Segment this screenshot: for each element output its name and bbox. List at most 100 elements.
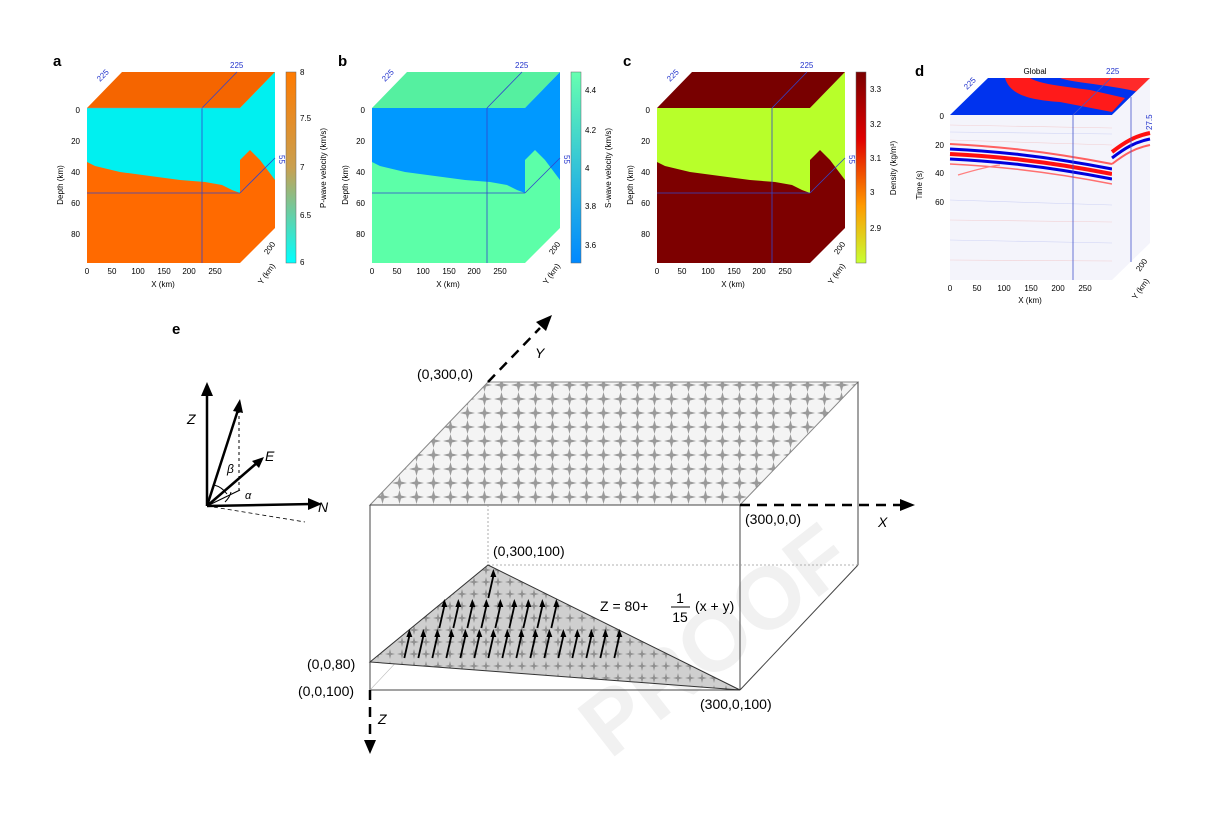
orientation-inset bbox=[201, 382, 322, 523]
x-tick: 100 bbox=[131, 267, 145, 276]
y-tick: 20 bbox=[356, 137, 365, 146]
side-axis-label: Y (km) bbox=[826, 262, 847, 287]
colorbar-tick: 3.8 bbox=[585, 202, 597, 211]
y-tick: 20 bbox=[641, 137, 650, 146]
x-tick: 0 bbox=[655, 267, 660, 276]
side-tick: 200 bbox=[262, 240, 277, 257]
side-upper bbox=[240, 72, 275, 180]
slice-label: 55 bbox=[562, 155, 571, 164]
surface-top-face bbox=[368, 381, 860, 506]
slip-vector-head bbox=[420, 629, 427, 637]
x-tick: 250 bbox=[493, 267, 507, 276]
slip-vector bbox=[466, 605, 474, 629]
y-axis-label: Y bbox=[535, 345, 546, 361]
x-tick: 150 bbox=[727, 267, 741, 276]
x-axis-label: X (km) bbox=[436, 280, 460, 289]
slip-vector bbox=[585, 635, 593, 659]
equation-lhs: Z = 80+ bbox=[600, 598, 648, 614]
panel-label: e bbox=[172, 321, 180, 338]
y-tick: 60 bbox=[641, 199, 650, 208]
slice-label: 225 bbox=[962, 75, 978, 91]
y-tick: 20 bbox=[935, 141, 944, 150]
slice-label: 225 bbox=[95, 67, 111, 83]
slice-label: 225 bbox=[230, 61, 244, 70]
x-tick: 100 bbox=[997, 284, 1011, 293]
x-tick: 200 bbox=[182, 267, 196, 276]
y-tick: 60 bbox=[356, 199, 365, 208]
front-face bbox=[950, 115, 1112, 280]
colorbar-tick: 6 bbox=[300, 258, 305, 267]
y-tick: 80 bbox=[71, 230, 80, 239]
colorbar-tick: 6.5 bbox=[300, 211, 312, 220]
y-tick: 0 bbox=[646, 106, 651, 115]
slip-vector bbox=[508, 605, 516, 629]
colorbar bbox=[855, 71, 867, 264]
y-tick: 0 bbox=[76, 106, 81, 115]
slip-vector bbox=[473, 635, 481, 659]
slip-vector-head bbox=[518, 629, 525, 637]
y-tick: 40 bbox=[935, 169, 944, 178]
slip-vector-head bbox=[469, 599, 476, 607]
panel-label: d bbox=[915, 63, 924, 80]
slip-vector bbox=[550, 605, 558, 629]
inset-alpha-label: α bbox=[245, 490, 252, 502]
equation-rhs: (x + y) bbox=[695, 598, 734, 614]
x-tick: 200 bbox=[1051, 284, 1065, 293]
slip-vector bbox=[431, 635, 439, 659]
colorbar-tick: 3 bbox=[870, 188, 875, 197]
corner-label: (0,300,0) bbox=[417, 366, 473, 382]
slip-vector bbox=[480, 605, 488, 629]
slice-label: 55 bbox=[277, 155, 286, 164]
panel-e: e Z E N β α bbox=[172, 315, 915, 754]
inset-n-label: N bbox=[318, 499, 329, 515]
slip-vector bbox=[536, 605, 544, 629]
equation-denominator: 15 bbox=[672, 609, 688, 625]
slip-vector-head bbox=[546, 629, 553, 637]
x-axis-label: X (km) bbox=[1018, 296, 1042, 305]
slip-vector bbox=[529, 635, 537, 659]
slice-label: 225 bbox=[800, 61, 814, 70]
slip-vector-head bbox=[525, 599, 532, 607]
side-upper bbox=[810, 72, 845, 180]
slip-vector-head bbox=[441, 599, 448, 607]
slice-label: 27.5 bbox=[1145, 114, 1154, 130]
corner-label: (0,0,100) bbox=[298, 683, 354, 699]
corner-label: (0,0,80) bbox=[307, 656, 355, 672]
y-tick: 40 bbox=[356, 168, 365, 177]
z-axis-label: Z bbox=[377, 711, 387, 727]
slip-vector bbox=[557, 635, 565, 659]
y-tick: 0 bbox=[940, 112, 945, 121]
slip-vector-head bbox=[455, 599, 462, 607]
x-tick: 250 bbox=[778, 267, 792, 276]
x-tick: 50 bbox=[108, 267, 117, 276]
seismic-noise bbox=[949, 124, 1113, 262]
slip-vector-head bbox=[497, 599, 504, 607]
x-tick: 250 bbox=[1078, 284, 1092, 293]
slip-vector bbox=[613, 635, 621, 659]
panel-label: c bbox=[623, 53, 631, 70]
colorbar-tick: 4 bbox=[585, 164, 590, 173]
slip-vector-head bbox=[490, 629, 497, 637]
y-axis-label: Depth (km) bbox=[56, 165, 65, 205]
slip-vector-head bbox=[602, 629, 609, 637]
slip-vector-head bbox=[553, 599, 560, 607]
y-tick: 60 bbox=[935, 198, 944, 207]
colorbar-tick: 4.4 bbox=[585, 86, 597, 95]
side-axis-label: Y (km) bbox=[256, 262, 277, 287]
y-axis-label: Depth (km) bbox=[341, 165, 350, 205]
slip-vector-head bbox=[462, 629, 469, 637]
slip-vector-head bbox=[434, 629, 441, 637]
y-tick: 80 bbox=[356, 230, 365, 239]
x-tick: 0 bbox=[85, 267, 90, 276]
corner-label: (0,300,100) bbox=[493, 543, 565, 559]
y-axis-label: Time (s) bbox=[915, 170, 924, 199]
x-tick: 150 bbox=[442, 267, 456, 276]
slip-vector bbox=[445, 635, 453, 659]
x-tick: 100 bbox=[701, 267, 715, 276]
colorbar-tick: 3.6 bbox=[585, 241, 597, 250]
x-tick: 200 bbox=[752, 267, 766, 276]
colorbar-tick: 2.9 bbox=[870, 224, 882, 233]
top-face-red-band bbox=[1005, 78, 1125, 112]
colorbar-tick: 7 bbox=[300, 163, 305, 172]
x-tick: 250 bbox=[208, 267, 222, 276]
